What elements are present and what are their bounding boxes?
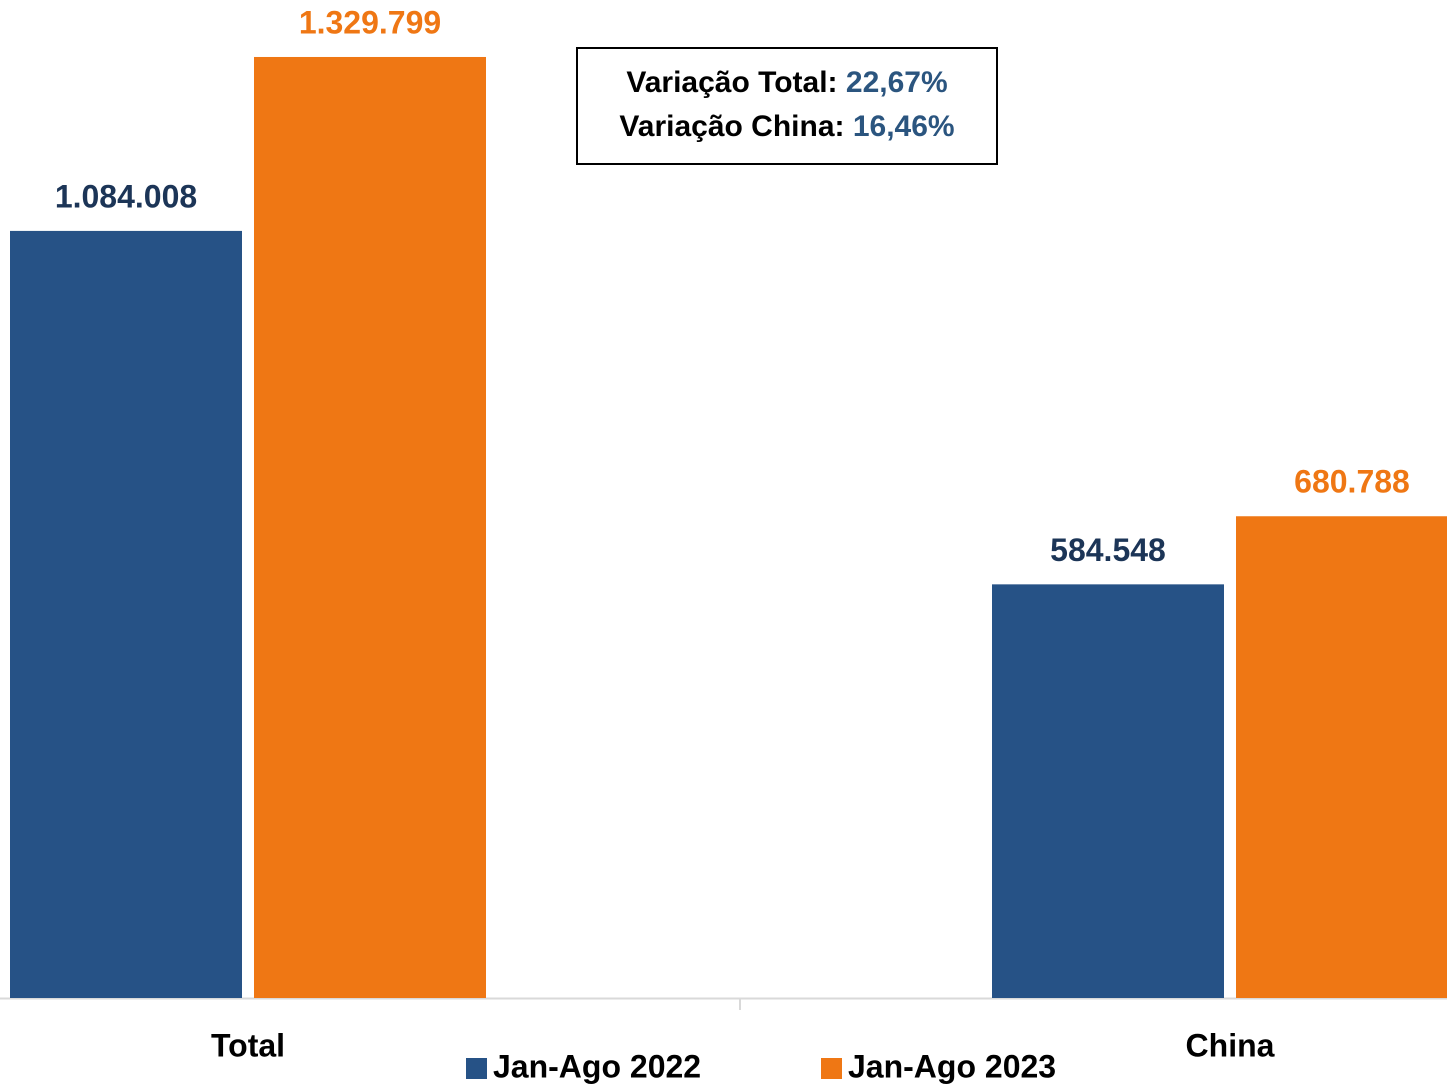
bar [992, 584, 1224, 998]
legend-swatch [466, 1058, 487, 1079]
data-label: 680.788 [1294, 464, 1410, 500]
data-label: 584.548 [1050, 532, 1166, 568]
x-tick-label: Total [211, 1027, 285, 1063]
annotation-label: Variação China: [619, 110, 844, 143]
annotation-value: 16,46% [853, 110, 955, 143]
bar [254, 56, 486, 999]
annotation-label: Variação Total: [626, 66, 837, 99]
annotation: Variação China: 16,46% [619, 110, 954, 143]
x-tick-label: China [1186, 1027, 1275, 1063]
annotation-box [576, 47, 998, 165]
legend-swatch [821, 1058, 842, 1079]
bar [10, 230, 242, 998]
data-label: 1.329.799 [299, 4, 441, 40]
data-label: 1.084.008 [55, 178, 197, 214]
annotation: Variação Total: 22,67% [626, 66, 947, 99]
legend-label: Jan-Ago 2022 [493, 1048, 701, 1084]
annotation-value: 22,67% [846, 66, 948, 99]
legend-label: Jan-Ago 2023 [848, 1048, 1056, 1084]
bar [1236, 516, 1447, 998]
